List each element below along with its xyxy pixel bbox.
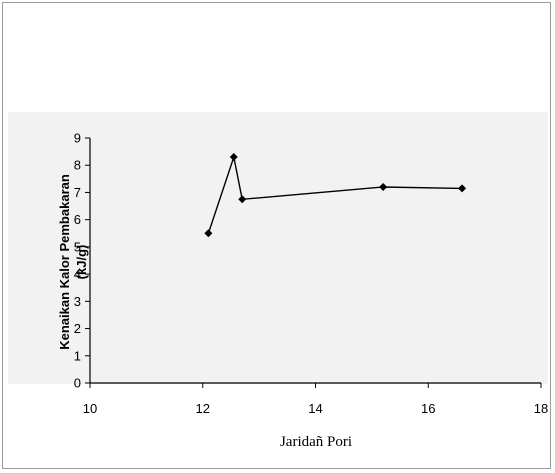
- chart-frame: [2, 2, 551, 469]
- x-axis-label: Jaridañ Pori: [280, 434, 352, 450]
- y-tick-label-2: 2: [74, 321, 81, 336]
- y-tick-label-6: 6: [74, 212, 81, 227]
- data-point-1: [229, 153, 238, 162]
- data-point-0: [204, 229, 213, 238]
- y-tick-label-5: 5: [74, 239, 81, 254]
- series: [204, 153, 467, 238]
- background-text-band: [8, 112, 548, 384]
- x-tick-label-10: 10: [83, 401, 97, 416]
- y-tick-label-7: 7: [74, 185, 81, 200]
- x-tick-label-18: 18: [534, 401, 548, 416]
- data-point-2: [238, 195, 247, 204]
- x-tick-label-16: 16: [421, 401, 435, 416]
- data-point-4: [458, 184, 467, 193]
- y-axis-label: Kenaikan Kalor Pembakaran (kJ/g): [57, 174, 89, 350]
- y-tick-label-1: 1: [74, 348, 81, 363]
- y-axis-label-line-2: (kJ/g): [74, 245, 89, 280]
- x-tick-label-12: 12: [196, 401, 210, 416]
- y-axis-label-line-1: Kenaikan Kalor Pembakaran: [57, 174, 72, 350]
- x-tick-label-14: 14: [308, 401, 322, 416]
- data-point-3: [379, 183, 388, 191]
- y-tick-label-4: 4: [74, 267, 81, 282]
- y-tick-label-9: 9: [74, 131, 81, 146]
- y-tick-label-3: 3: [74, 294, 81, 309]
- y-tick-label-8: 8: [74, 158, 81, 173]
- y-tick-label-0: 0: [74, 376, 81, 391]
